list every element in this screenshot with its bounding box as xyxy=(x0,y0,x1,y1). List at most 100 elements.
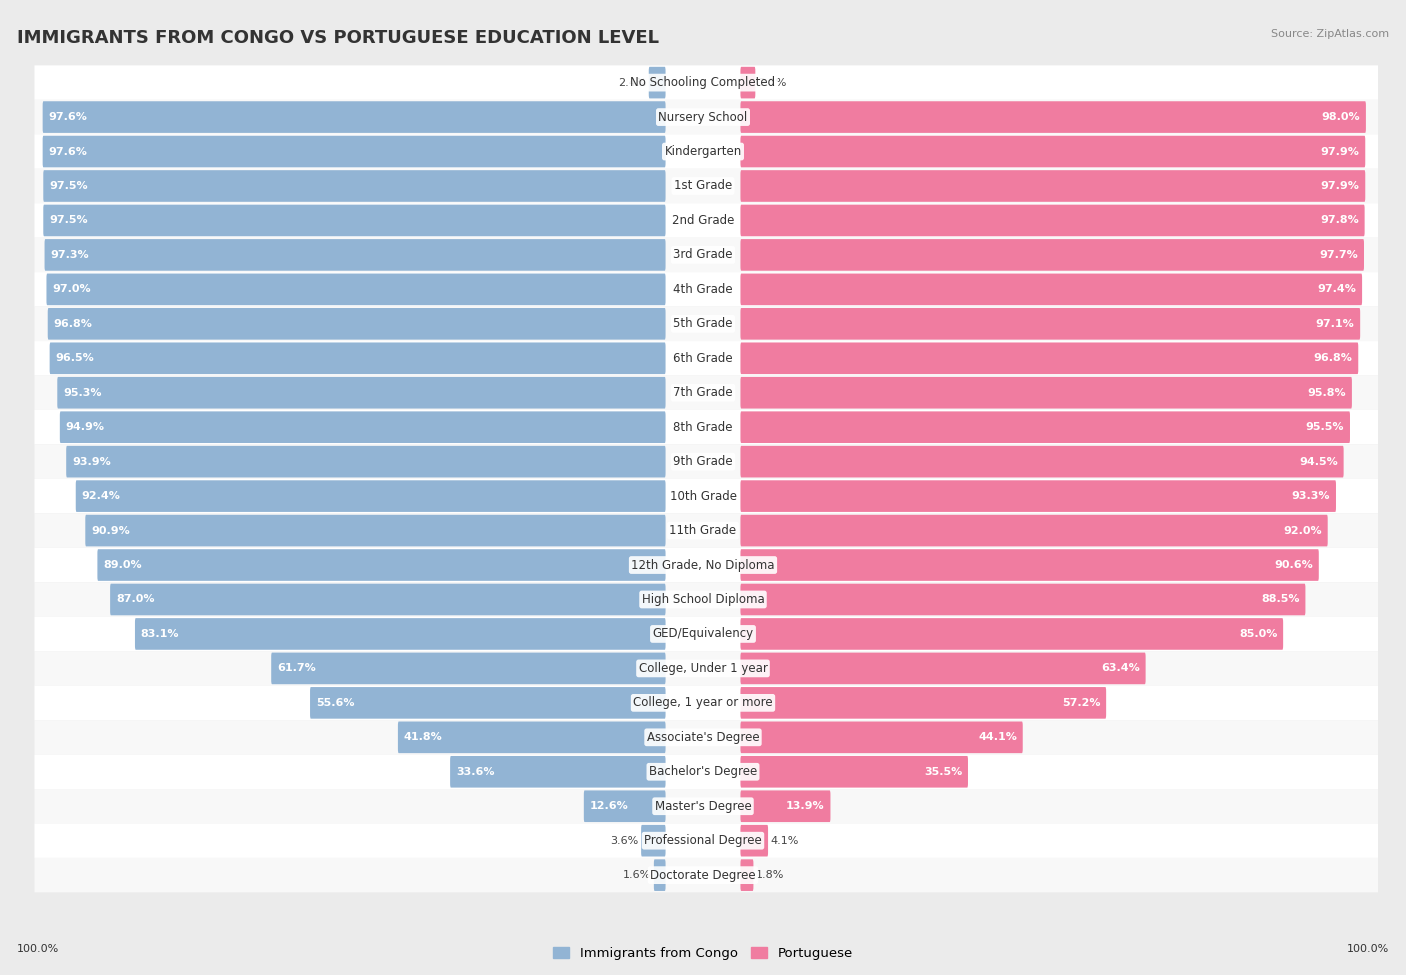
Text: 4th Grade: 4th Grade xyxy=(673,283,733,295)
FancyBboxPatch shape xyxy=(35,169,1406,203)
FancyBboxPatch shape xyxy=(35,272,1406,306)
FancyBboxPatch shape xyxy=(450,756,665,788)
Text: Nursery School: Nursery School xyxy=(658,110,748,124)
Text: GED/Equivalency: GED/Equivalency xyxy=(652,628,754,641)
FancyBboxPatch shape xyxy=(741,549,1319,581)
FancyBboxPatch shape xyxy=(35,479,1406,514)
FancyBboxPatch shape xyxy=(741,618,1284,649)
FancyBboxPatch shape xyxy=(35,721,1406,755)
Text: Master's Degree: Master's Degree xyxy=(655,800,751,813)
Text: Doctorate Degree: Doctorate Degree xyxy=(650,869,756,881)
FancyBboxPatch shape xyxy=(35,651,1406,685)
Text: 97.9%: 97.9% xyxy=(1320,146,1360,157)
Text: 97.7%: 97.7% xyxy=(1319,250,1358,260)
FancyBboxPatch shape xyxy=(35,789,1406,824)
FancyBboxPatch shape xyxy=(741,652,1146,684)
Text: 63.4%: 63.4% xyxy=(1101,663,1140,674)
FancyBboxPatch shape xyxy=(66,446,665,478)
Text: 97.8%: 97.8% xyxy=(1320,215,1358,225)
Text: 2nd Grade: 2nd Grade xyxy=(672,214,734,227)
FancyBboxPatch shape xyxy=(44,171,665,202)
Text: 97.9%: 97.9% xyxy=(1320,181,1360,191)
Text: 61.7%: 61.7% xyxy=(277,663,316,674)
Legend: Immigrants from Congo, Portuguese: Immigrants from Congo, Portuguese xyxy=(548,942,858,965)
Text: 97.3%: 97.3% xyxy=(51,250,89,260)
FancyBboxPatch shape xyxy=(741,101,1365,133)
Text: 90.9%: 90.9% xyxy=(91,526,129,535)
FancyBboxPatch shape xyxy=(135,618,665,649)
FancyBboxPatch shape xyxy=(35,445,1406,479)
Text: 44.1%: 44.1% xyxy=(979,732,1017,742)
FancyBboxPatch shape xyxy=(741,722,1022,753)
Text: 57.2%: 57.2% xyxy=(1062,698,1101,708)
Text: 97.6%: 97.6% xyxy=(48,112,87,122)
FancyBboxPatch shape xyxy=(741,308,1360,339)
Text: 87.0%: 87.0% xyxy=(115,595,155,604)
FancyBboxPatch shape xyxy=(35,135,1406,169)
FancyBboxPatch shape xyxy=(741,446,1344,478)
Text: 100.0%: 100.0% xyxy=(17,944,59,954)
FancyBboxPatch shape xyxy=(741,239,1364,271)
FancyBboxPatch shape xyxy=(641,825,665,856)
Text: High School Diploma: High School Diploma xyxy=(641,593,765,606)
FancyBboxPatch shape xyxy=(35,203,1406,238)
Text: 93.3%: 93.3% xyxy=(1292,491,1330,501)
Text: 1.8%: 1.8% xyxy=(756,870,785,880)
Text: 3rd Grade: 3rd Grade xyxy=(673,249,733,261)
FancyBboxPatch shape xyxy=(35,99,1406,135)
FancyBboxPatch shape xyxy=(44,205,665,236)
FancyBboxPatch shape xyxy=(741,136,1365,168)
Text: 1st Grade: 1st Grade xyxy=(673,179,733,192)
Text: Kindergarten: Kindergarten xyxy=(665,145,741,158)
FancyBboxPatch shape xyxy=(60,411,665,443)
FancyBboxPatch shape xyxy=(35,341,1406,375)
FancyBboxPatch shape xyxy=(654,859,665,891)
FancyBboxPatch shape xyxy=(42,136,665,168)
Text: 94.5%: 94.5% xyxy=(1299,456,1337,467)
FancyBboxPatch shape xyxy=(741,342,1358,374)
Text: 88.5%: 88.5% xyxy=(1261,595,1299,604)
Text: 92.0%: 92.0% xyxy=(1284,526,1322,535)
Text: 100.0%: 100.0% xyxy=(1347,944,1389,954)
Text: 95.3%: 95.3% xyxy=(63,388,101,398)
Text: 97.1%: 97.1% xyxy=(1316,319,1354,329)
FancyBboxPatch shape xyxy=(42,101,665,133)
FancyBboxPatch shape xyxy=(741,584,1305,615)
FancyBboxPatch shape xyxy=(35,375,1406,410)
Text: 97.5%: 97.5% xyxy=(49,215,87,225)
Text: 13.9%: 13.9% xyxy=(786,801,824,811)
FancyBboxPatch shape xyxy=(58,377,665,409)
FancyBboxPatch shape xyxy=(45,239,665,271)
Text: 95.8%: 95.8% xyxy=(1308,388,1346,398)
Text: 2.1%: 2.1% xyxy=(758,78,786,88)
FancyBboxPatch shape xyxy=(35,755,1406,789)
FancyBboxPatch shape xyxy=(97,549,665,581)
FancyBboxPatch shape xyxy=(48,308,665,339)
Text: 93.9%: 93.9% xyxy=(72,456,111,467)
Text: 35.5%: 35.5% xyxy=(924,766,962,777)
Text: 55.6%: 55.6% xyxy=(316,698,354,708)
Text: 96.5%: 96.5% xyxy=(55,353,94,364)
Text: College, 1 year or more: College, 1 year or more xyxy=(633,696,773,710)
Text: 12.6%: 12.6% xyxy=(589,801,628,811)
Text: 85.0%: 85.0% xyxy=(1239,629,1277,639)
Text: IMMIGRANTS FROM CONGO VS PORTUGUESE EDUCATION LEVEL: IMMIGRANTS FROM CONGO VS PORTUGUESE EDUC… xyxy=(17,29,659,47)
Text: 98.0%: 98.0% xyxy=(1322,112,1360,122)
FancyBboxPatch shape xyxy=(741,687,1107,719)
Text: 41.8%: 41.8% xyxy=(404,732,443,742)
Text: Source: ZipAtlas.com: Source: ZipAtlas.com xyxy=(1271,29,1389,39)
Text: Associate's Degree: Associate's Degree xyxy=(647,731,759,744)
Text: 90.6%: 90.6% xyxy=(1274,560,1313,570)
FancyBboxPatch shape xyxy=(35,824,1406,858)
FancyBboxPatch shape xyxy=(741,515,1327,546)
FancyBboxPatch shape xyxy=(86,515,665,546)
Text: 1.6%: 1.6% xyxy=(623,870,651,880)
FancyBboxPatch shape xyxy=(741,67,755,98)
FancyBboxPatch shape xyxy=(741,171,1365,202)
Text: 33.6%: 33.6% xyxy=(456,766,495,777)
FancyBboxPatch shape xyxy=(741,411,1350,443)
Text: 4.1%: 4.1% xyxy=(770,836,799,845)
FancyBboxPatch shape xyxy=(741,274,1362,305)
FancyBboxPatch shape xyxy=(741,481,1336,512)
FancyBboxPatch shape xyxy=(46,274,665,305)
